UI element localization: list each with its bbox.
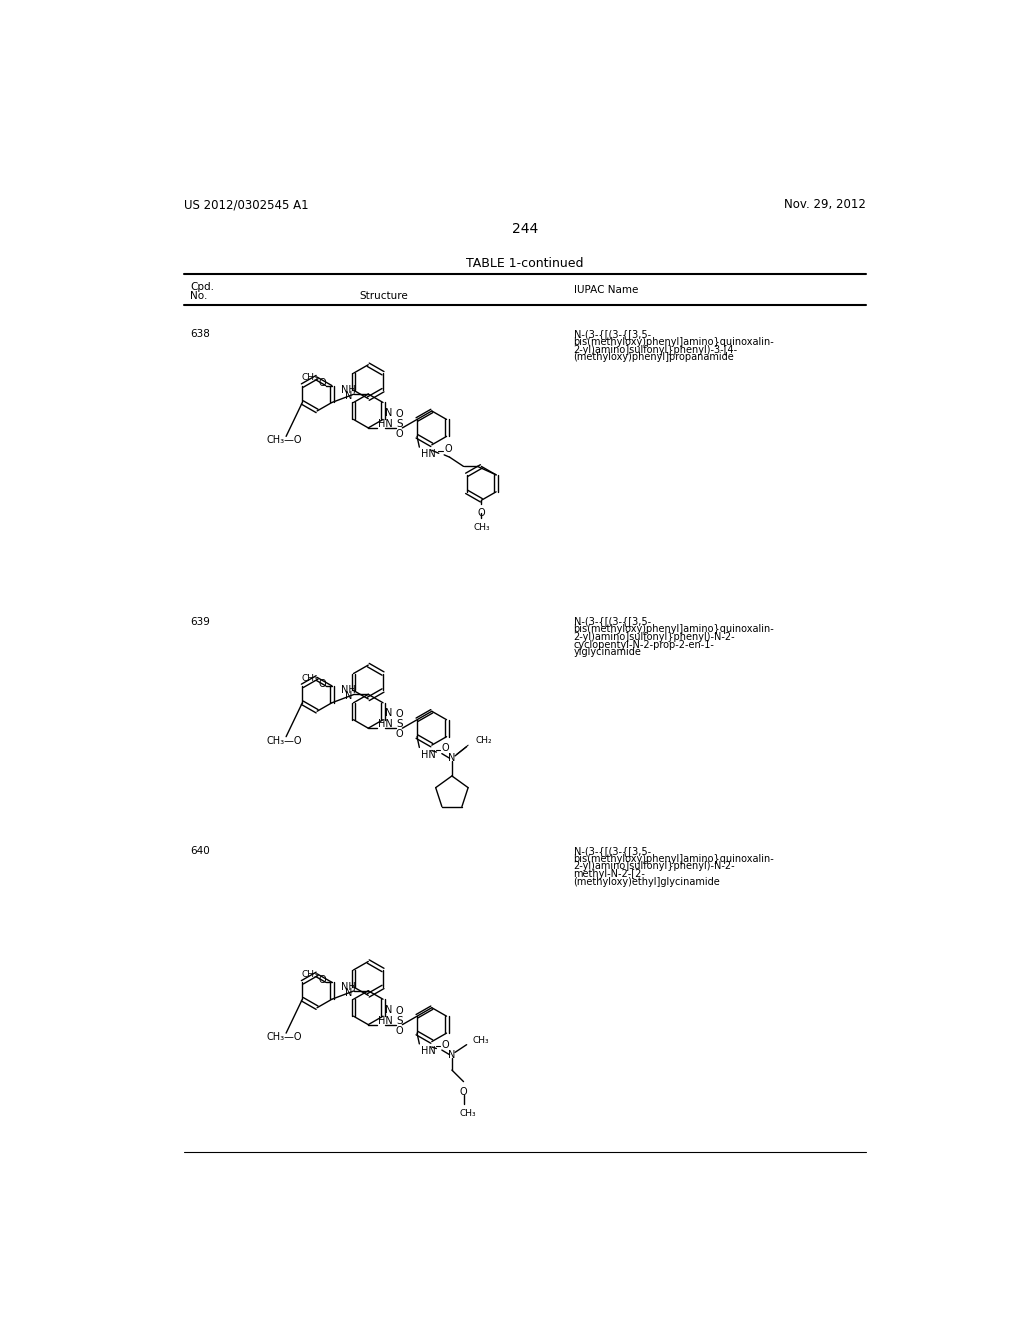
Text: N-(3-{[(3-{[3,5-: N-(3-{[(3-{[3,5- [573,330,650,339]
Text: CH₃: CH₃ [302,970,318,979]
Text: N: N [385,709,392,718]
Text: N: N [344,391,352,401]
Text: HN: HN [378,719,393,730]
Text: No.: No. [190,290,208,301]
Text: cyclopentyl-N-2-prop-2-en-1-: cyclopentyl-N-2-prop-2-en-1- [573,640,715,649]
Text: O: O [441,743,450,754]
Text: NH: NH [341,982,355,991]
Text: HN: HN [421,449,435,459]
Text: HN: HN [378,1016,393,1026]
Text: NH: NH [341,685,355,696]
Text: (methyloxy)ethyl]glycinamide: (methyloxy)ethyl]glycinamide [573,876,720,887]
Text: N: N [385,408,392,418]
Text: N: N [449,754,456,763]
Text: 640: 640 [190,846,210,855]
Text: O: O [460,1088,467,1097]
Text: CH₃—O: CH₃—O [266,735,302,746]
Text: bis(methyloxy)phenyl]amino}quinoxalin-: bis(methyloxy)phenyl]amino}quinoxalin- [573,337,774,347]
Text: Cpd.: Cpd. [190,281,214,292]
Text: (methyloxy)phenyl]propanamide: (methyloxy)phenyl]propanamide [573,352,734,363]
Text: 2-yl)amino]sulfonyl}phenyl)-N-2-: 2-yl)amino]sulfonyl}phenyl)-N-2- [573,632,735,642]
Text: 2-yl)amino]sulfonyl}phenyl)-N-2-: 2-yl)amino]sulfonyl}phenyl)-N-2- [573,862,735,871]
Text: S: S [396,719,402,730]
Text: CH₃: CH₃ [302,673,318,682]
Text: 639: 639 [190,616,210,627]
Text: bis(methyloxy)phenyl]amino}quinoxalin-: bis(methyloxy)phenyl]amino}quinoxalin- [573,624,774,634]
Text: N-(3-{[(3-{[3,5-: N-(3-{[(3-{[3,5- [573,616,650,627]
Text: TABLE 1-continued: TABLE 1-continued [466,257,584,271]
Text: CH₃: CH₃ [473,524,489,532]
Text: CH₃—O: CH₃—O [266,1032,302,1041]
Text: bis(methyloxy)phenyl]amino}quinoxalin-: bis(methyloxy)phenyl]amino}quinoxalin- [573,854,774,863]
Text: N: N [449,1049,456,1060]
Text: 638: 638 [190,330,210,339]
Text: CH₃: CH₃ [460,1109,476,1118]
Text: HN: HN [421,750,435,760]
Text: O: O [395,1026,403,1036]
Text: O: O [395,709,403,719]
Text: N: N [344,692,352,701]
Text: HN: HN [378,418,393,429]
Text: IUPAC Name: IUPAC Name [573,285,638,296]
Text: O: O [318,975,326,985]
Text: CH₃: CH₃ [302,374,318,383]
Text: methyl-N-2-[2-: methyl-N-2-[2- [573,869,645,879]
Text: N: N [385,1005,392,1015]
Text: 2-yl)amino]sulfonyl}phenyl)-3-[4-: 2-yl)amino]sulfonyl}phenyl)-3-[4- [573,345,737,355]
Text: O: O [444,445,452,454]
Text: CH₂: CH₂ [475,737,492,744]
Text: O: O [441,1040,450,1049]
Text: CH₃—O: CH₃—O [266,436,302,445]
Text: US 2012/0302545 A1: US 2012/0302545 A1 [183,198,308,211]
Text: ylglycinamide: ylglycinamide [573,647,641,657]
Text: S: S [396,1016,402,1026]
Text: O: O [477,508,485,517]
Text: CH₃: CH₃ [473,1036,489,1044]
Text: S: S [396,418,402,429]
Text: O: O [318,379,326,388]
Text: O: O [318,678,326,689]
Text: O: O [395,730,403,739]
Text: 244: 244 [512,222,538,235]
Text: N: N [344,987,352,998]
Text: O: O [395,1006,403,1016]
Text: HN: HN [421,1047,435,1056]
Text: O: O [395,409,403,418]
Text: Structure: Structure [359,290,409,301]
Text: N-(3-{[(3-{[3,5-: N-(3-{[(3-{[3,5- [573,846,650,855]
Text: Nov. 29, 2012: Nov. 29, 2012 [784,198,866,211]
Text: NH: NH [341,385,355,395]
Text: O: O [395,429,403,440]
